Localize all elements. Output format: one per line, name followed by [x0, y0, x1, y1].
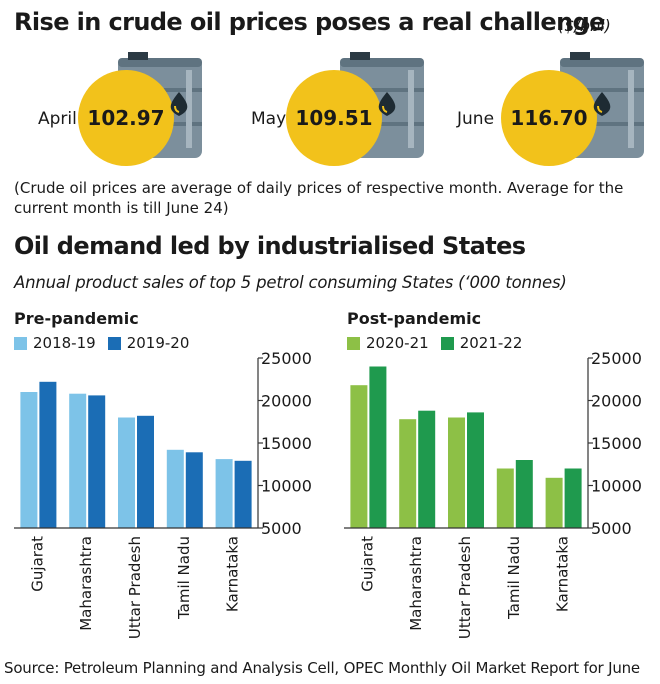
y-tick-label-15000: 15000 — [261, 434, 312, 453]
price-item-june: 116.70 June — [456, 52, 644, 166]
bar-maharashtra-2020-21 — [399, 419, 417, 528]
bar-uttar-pradesh-2020-21 — [448, 417, 465, 528]
bar-maharashtra-2019-20 — [88, 395, 106, 528]
bar-maharashtra-2018-19 — [69, 393, 87, 528]
bar-gujarat-2019-20 — [39, 381, 57, 528]
bar-gujarat-2020-21 — [350, 385, 368, 528]
price-month-may: May — [251, 109, 286, 129]
category-label-uttar-pradesh: Uttar Pradesh — [126, 536, 144, 639]
legend-label-2019-20: 2019-20 — [126, 334, 190, 352]
legend-label-2018-19: 2018-19 — [33, 334, 96, 352]
y-tick-label-15000: 15000 — [591, 434, 642, 453]
legend-entry-2018-19: 2018-19 — [14, 334, 96, 352]
y-tick-label-25000: 25000 — [261, 349, 312, 368]
price-item-may: 109.51 May — [251, 52, 424, 166]
price-coin — [78, 70, 174, 166]
y-tick-label-5000: 5000 — [261, 519, 302, 538]
price-month-april: April — [38, 109, 77, 129]
price-infographic: 102.97 April 109.51 May 116.70 June — [38, 52, 644, 166]
legend-entry-2019-20: 2019-20 — [107, 334, 190, 352]
legend-label-2021-22: 2021-22 — [459, 334, 523, 352]
category-label-tamil-nadu: Tamil Nadu — [505, 536, 523, 620]
bar-uttar-pradesh-2018-19 — [118, 417, 135, 528]
bar-karnataka-2018-19 — [215, 459, 233, 528]
bar-karnataka-2021-22 — [564, 468, 582, 528]
category-label-gujarat: Gujarat — [28, 536, 46, 592]
price-note: (Crude oil prices are average of daily p… — [14, 179, 624, 217]
bar-gujarat-2018-19 — [20, 392, 38, 528]
legend-label-2020-21: 2020-21 — [366, 334, 429, 352]
section-subtitle: Annual product sales of top 5 petrol con… — [14, 273, 567, 292]
price-coin — [286, 70, 382, 166]
legend-swatch-2019-20 — [107, 336, 121, 350]
bar-karnataka-2019-20 — [234, 460, 252, 528]
legend-swatch-2018-19 — [14, 336, 27, 350]
price-unit: ($/bbl) — [558, 16, 611, 35]
y-tick-label-5000: 5000 — [591, 519, 632, 538]
price-coin — [501, 70, 597, 166]
chart-title-post-pandemic: Post-pandemic — [347, 309, 482, 328]
source-note: Source: Petroleum Planning and Analysis … — [4, 659, 640, 677]
bar-tamil-nadu-2020-21 — [496, 468, 514, 528]
bar-tamil-nadu-2019-20 — [185, 452, 203, 528]
y-tick-label-10000: 10000 — [261, 477, 312, 496]
chart-post-pandemic: Gujarat Maharashtra Uttar Pradesh Tamil Nad… — [344, 349, 642, 639]
y-tick-label-20000: 20000 — [591, 392, 642, 411]
legend-swatch-2020-21 — [347, 336, 360, 350]
legend-entry-2020-21: 2020-21 — [347, 334, 429, 352]
category-label-maharashtra: Maharashtra — [407, 536, 425, 631]
price-month-june: June — [456, 109, 494, 129]
bar-uttar-pradesh-2021-22 — [467, 412, 484, 528]
legend-swatch-2021-22 — [440, 336, 454, 350]
y-tick-label-20000: 20000 — [261, 392, 312, 411]
price-item-april: 102.97 April — [38, 52, 202, 166]
category-label-karnataka: Karnataka — [224, 536, 242, 612]
bar-tamil-nadu-2021-22 — [515, 460, 533, 528]
bar-uttar-pradesh-2019-20 — [137, 415, 154, 528]
category-label-uttar-pradesh: Uttar Pradesh — [456, 536, 474, 639]
price-value-april: 102.97 — [87, 106, 164, 130]
category-label-tamil-nadu: Tamil Nadu — [175, 536, 193, 620]
chart-title-pre-pandemic: Pre-pandemic — [14, 309, 139, 328]
price-value-june: 116.70 — [510, 106, 587, 130]
bar-karnataka-2020-21 — [545, 477, 563, 528]
y-tick-label-10000: 10000 — [591, 477, 642, 496]
bar-gujarat-2021-22 — [369, 366, 387, 528]
legend-pre-pandemic: 2018-19 2019-20 — [14, 334, 201, 352]
chart-pre-pandemic: Gujarat Maharashtra Uttar Pradesh Tamil Nad… — [14, 349, 312, 639]
bar-maharashtra-2021-22 — [418, 410, 436, 528]
category-label-maharashtra: Maharashtra — [77, 536, 95, 631]
category-label-karnataka: Karnataka — [554, 536, 572, 612]
section-title: Oil demand led by industrialised States — [14, 232, 526, 260]
category-label-gujarat: Gujarat — [358, 536, 376, 592]
price-value-may: 109.51 — [295, 106, 372, 130]
bar-tamil-nadu-2018-19 — [166, 449, 184, 528]
page-title: Rise in crude oil prices poses a real ch… — [14, 8, 605, 36]
legend-post-pandemic: 2020-21 2021-22 — [347, 334, 534, 352]
y-tick-label-25000: 25000 — [591, 349, 642, 368]
legend-entry-2021-22: 2021-22 — [440, 334, 523, 352]
